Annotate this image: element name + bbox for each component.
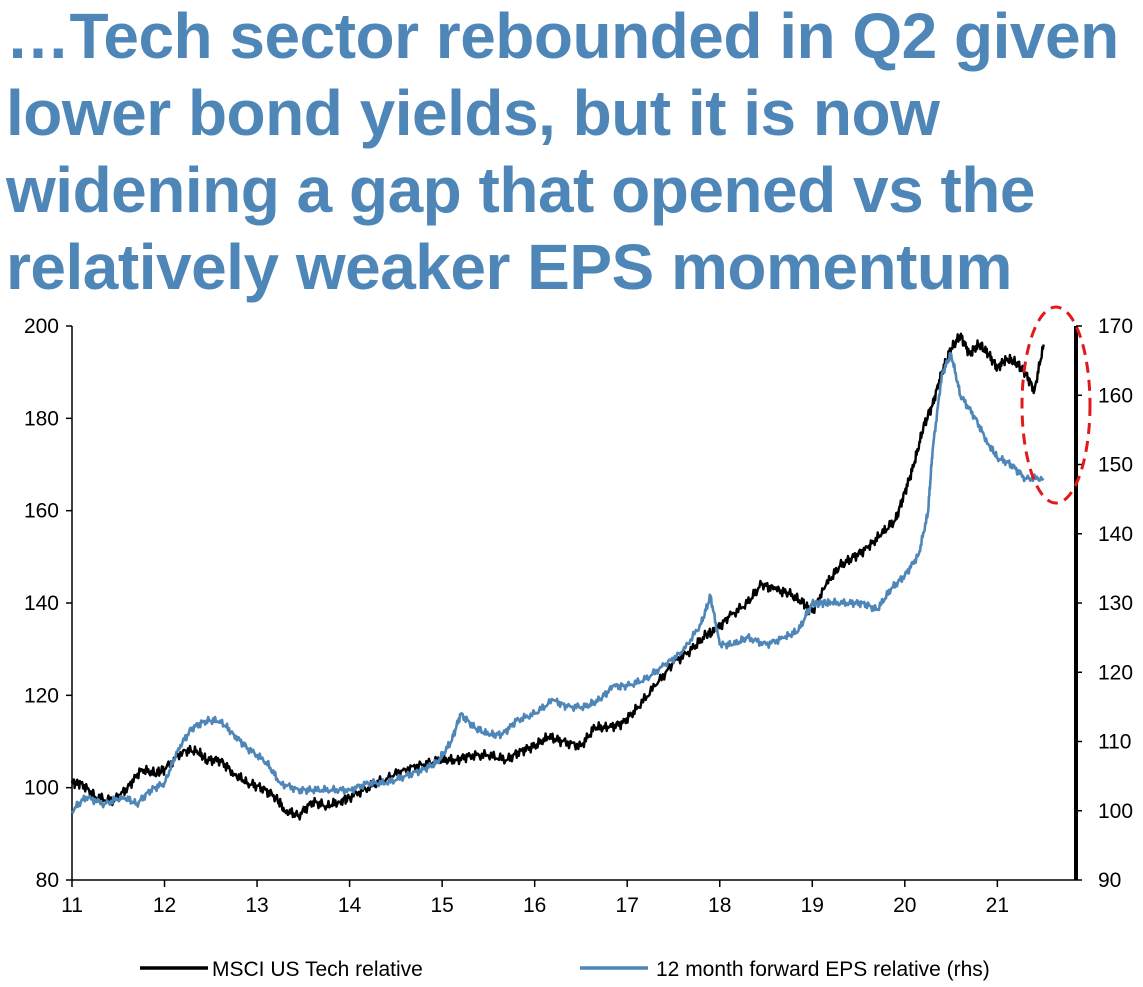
y-left-tick-label: 120: [24, 684, 59, 707]
y-right-tick-label: 160: [1098, 384, 1133, 407]
x-tick-label: 18: [708, 894, 731, 917]
x-tick-label: 11: [61, 894, 83, 917]
y-left-tick-label: 140: [24, 592, 59, 615]
y-right-tick-label: 120: [1098, 661, 1133, 684]
y-right-tick-label: 130: [1098, 592, 1133, 615]
y-right-tick-label: 140: [1098, 523, 1133, 546]
y-left-tick-label: 100: [24, 777, 59, 800]
y-right-tick-label: 90: [1098, 869, 1121, 892]
y-left-tick-label: 160: [24, 500, 59, 523]
x-tick-label: 13: [245, 894, 268, 917]
y-left-tick-label: 180: [24, 407, 59, 430]
legend: MSCI US Tech relative 12 month forward E…: [140, 958, 990, 981]
y-left-tick-label: 80: [36, 869, 59, 892]
legend-label-msci: MSCI US Tech relative: [212, 958, 423, 981]
x-tick-label: 21: [986, 894, 1009, 917]
y-right-tick-label: 110: [1098, 731, 1131, 754]
x-tick-label: 17: [616, 894, 639, 917]
series-line-msci-us-tech: [70, 332, 1045, 821]
y-right-tick-label: 100: [1098, 800, 1133, 823]
x-tick-label: 12: [153, 894, 176, 917]
highlight-ellipse: [1020, 305, 1092, 505]
y-right-tick-label: 170: [1098, 315, 1133, 338]
y-left-tick-label: 200: [24, 315, 59, 338]
series-line-eps-relative: [70, 352, 1045, 814]
y-right-tick-label: 150: [1098, 454, 1133, 477]
x-tick-label: 20: [893, 894, 916, 917]
legend-label-eps: 12 month forward EPS relative (rhs): [656, 958, 990, 981]
chart-series-layer: [70, 332, 1045, 821]
chart-axes: 80 100 120 140 160 180 200 90 100 110 120 130 140 150…: [24, 315, 1133, 917]
page-title: …Tech sector rebounded in Q2 given lower…: [6, 0, 1119, 303]
x-tick-label: 15: [430, 894, 453, 917]
x-tick-label: 14: [338, 894, 362, 917]
x-tick-label: 16: [523, 894, 546, 917]
x-tick-label: 19: [801, 894, 824, 917]
